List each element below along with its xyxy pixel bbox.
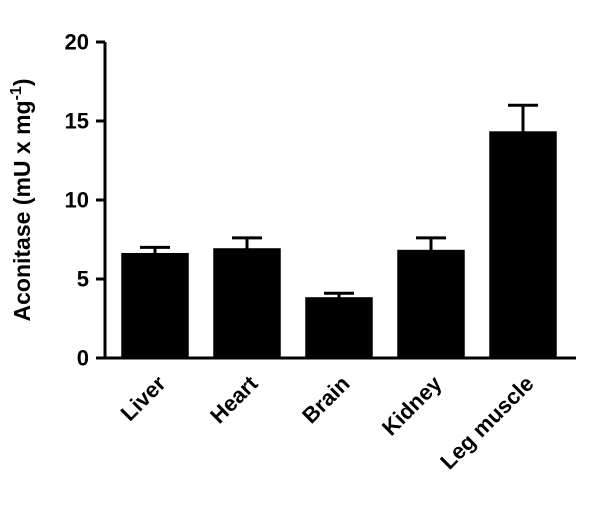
y-tick-label: 15 — [65, 109, 89, 134]
x-tick-label-leg-muscle: Leg muscle — [435, 371, 538, 474]
y-tick-label: 0 — [77, 346, 89, 371]
bar-liver — [121, 252, 189, 359]
y-axis-title: Aconitase (mU x mg-1) — [8, 78, 35, 321]
bar-leg-muscle — [489, 131, 557, 359]
bar-brain — [305, 297, 373, 359]
bar-kidney — [397, 249, 465, 359]
y-tick-label: 10 — [65, 188, 89, 213]
y-tick-label: 20 — [65, 30, 89, 55]
x-tick-label-heart: Heart — [205, 370, 263, 428]
x-tick-label-liver: Liver — [116, 371, 171, 426]
y-tick-label: 5 — [77, 267, 89, 292]
x-tick-label-brain: Brain — [297, 371, 354, 428]
bar-heart — [213, 248, 281, 359]
x-tick-label-kidney: Kidney — [377, 370, 447, 440]
